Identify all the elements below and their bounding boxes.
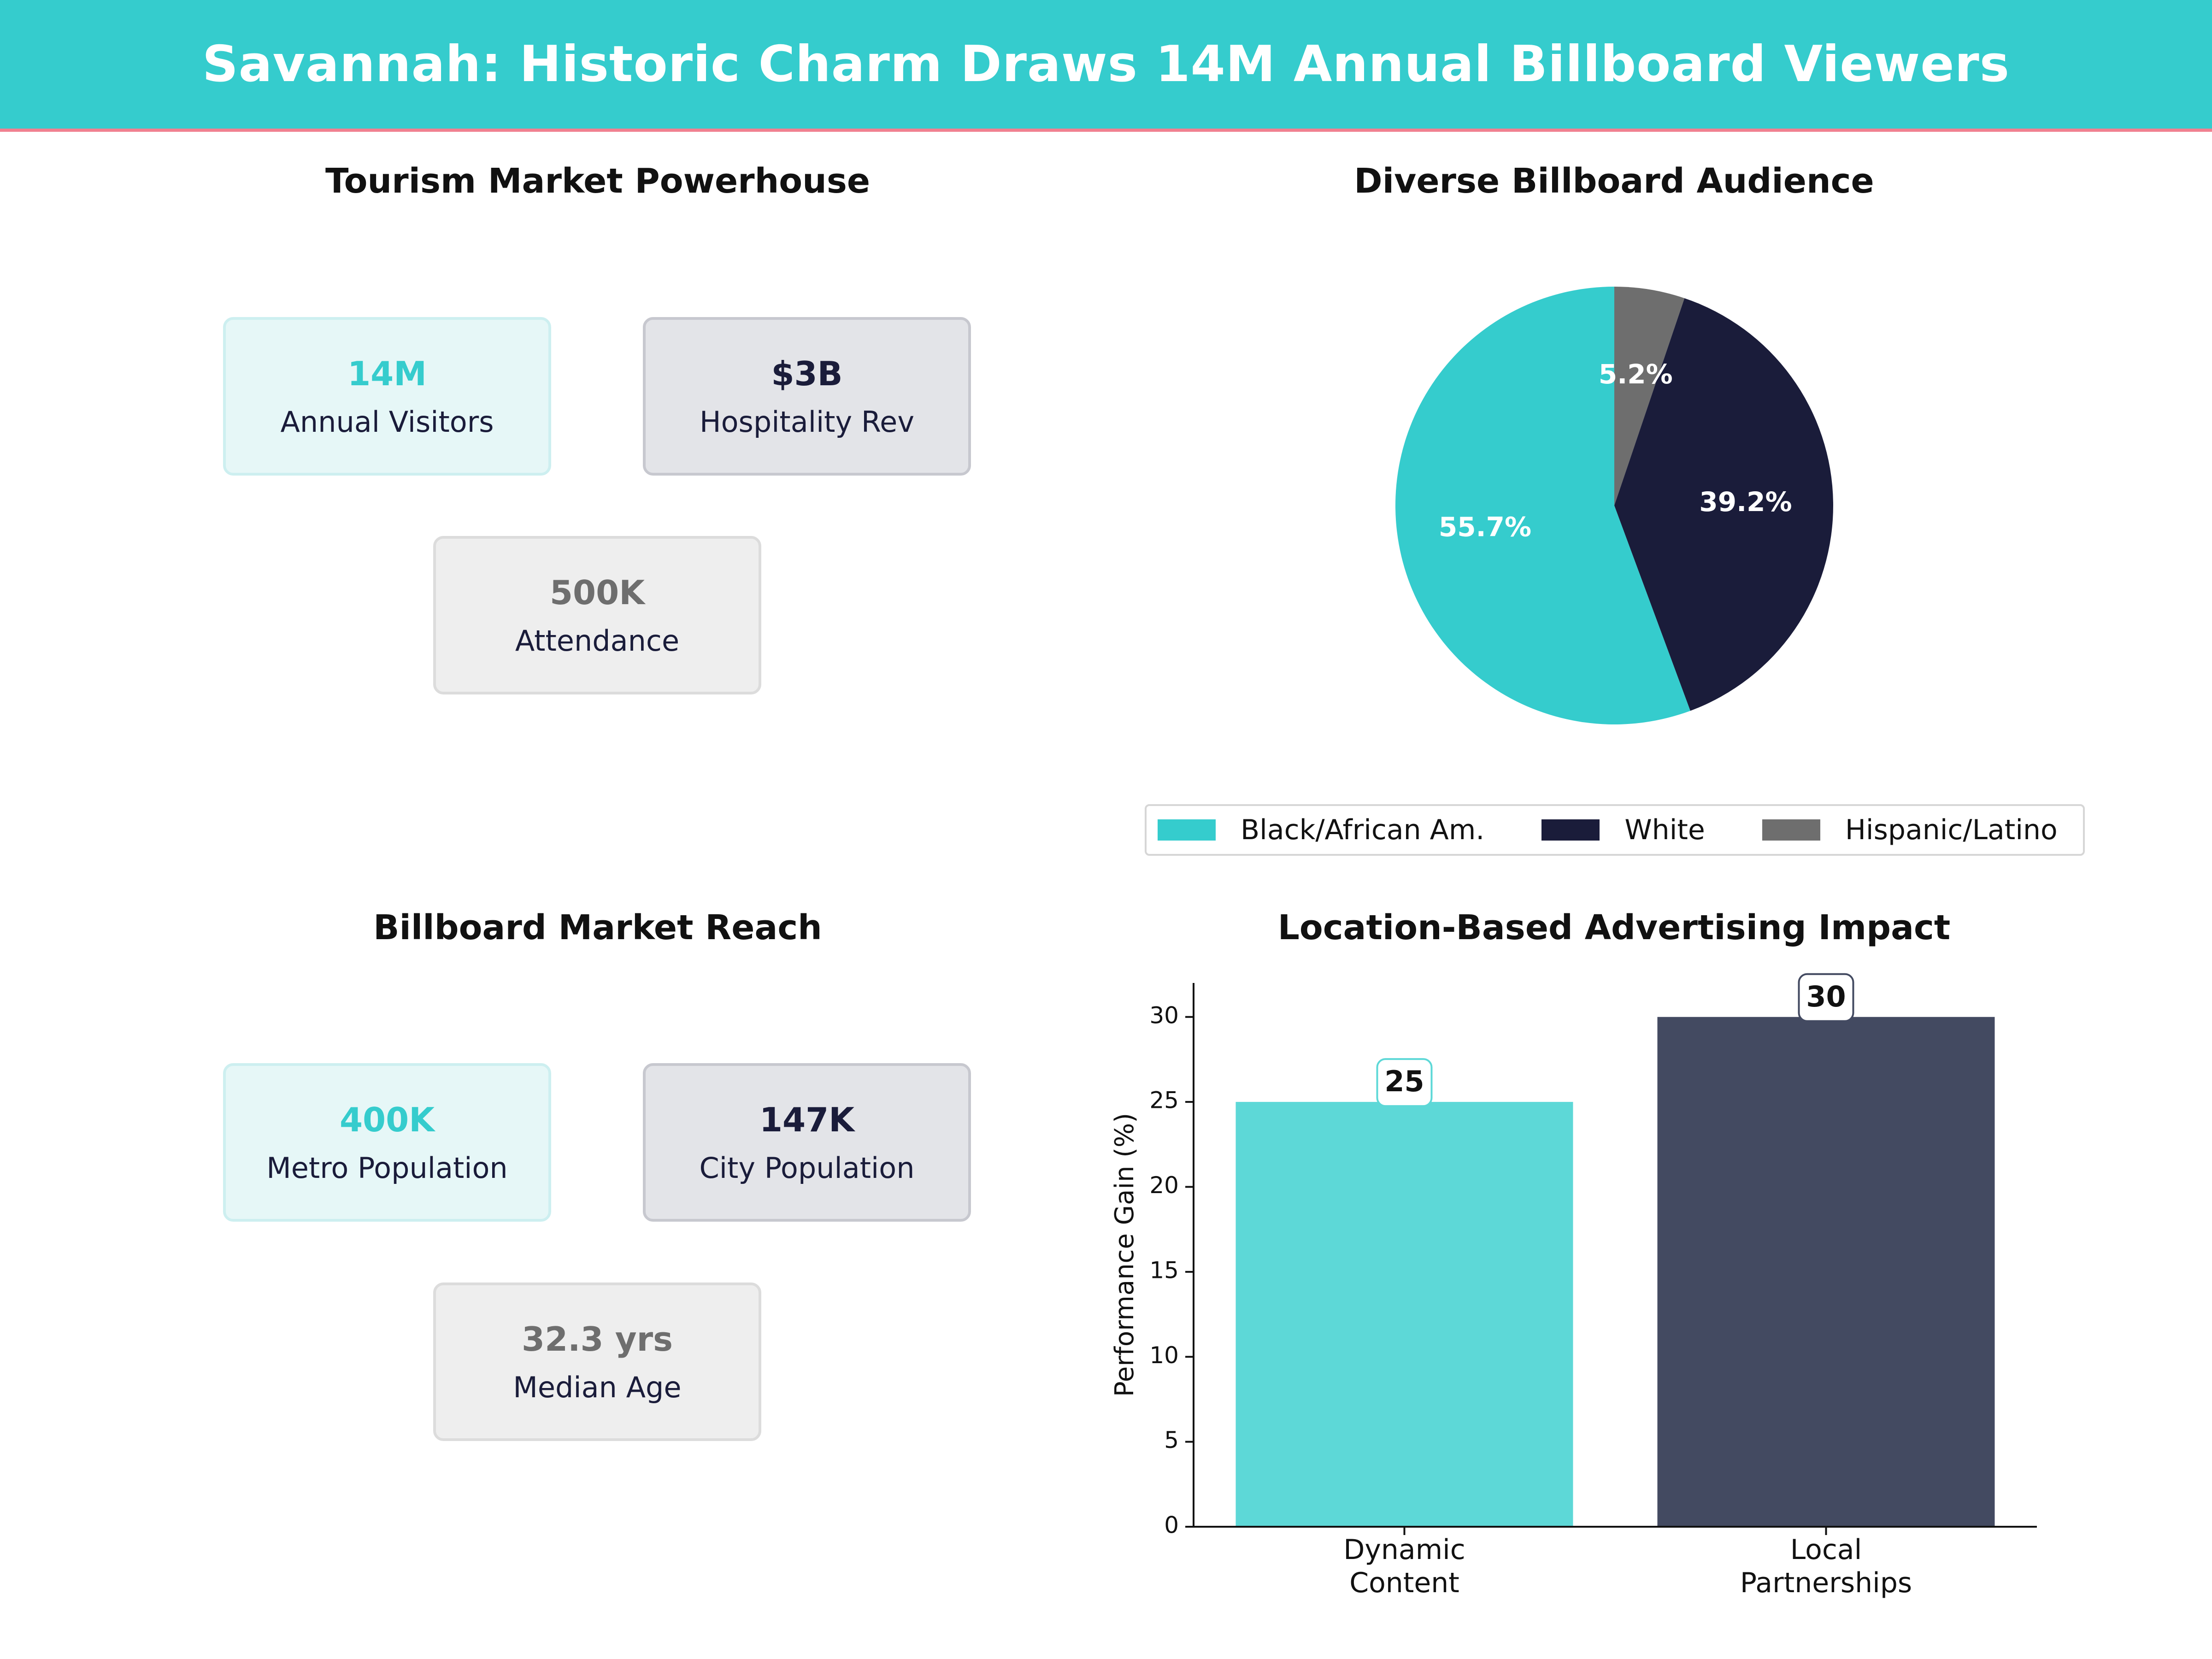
pie-slice	[1395, 287, 1690, 724]
header-accent-line	[0, 129, 2212, 132]
pie-value-label: 39.2%	[1699, 486, 1792, 518]
bar	[1235, 1102, 1573, 1527]
stat-card-hospitality-rev: $3B Hospitality Rev	[643, 317, 971, 476]
stat-label: Hospitality Rev	[699, 405, 915, 439]
stat-label: Metro Population	[266, 1151, 508, 1185]
page-title: Savannah: Historic Charm Draws 14M Annua…	[202, 35, 2010, 93]
stat-card-annual-visitors: 14M Annual Visitors	[223, 317, 551, 476]
bar-value-label: 25	[1384, 1065, 1424, 1098]
stat-label: City Population	[699, 1151, 915, 1185]
y-tick-label: 30	[1149, 1002, 1179, 1029]
legend-label: Hispanic/Latino	[1845, 814, 2058, 846]
pie-legend: Black/African Am. White Hispanic/Latino	[1145, 804, 2085, 856]
stat-value: 400K	[339, 1100, 435, 1139]
pie-value-label: 5.2%	[1599, 359, 1673, 390]
stat-card-metro-population: 400K Metro Population	[223, 1063, 551, 1222]
pie-chart-title: Diverse Billboard Audience	[1354, 161, 1874, 201]
y-tick-label: 0	[1164, 1512, 1179, 1539]
stat-value: 32.3 yrs	[521, 1319, 673, 1359]
stat-card-city-population: 147K City Population	[643, 1063, 971, 1222]
legend-item: White	[1541, 814, 1705, 846]
bar-value-label: 30	[1806, 980, 1846, 1013]
bar	[1657, 1017, 1995, 1527]
tourism-section-title: Tourism Market Powerhouse	[325, 161, 871, 201]
legend-label: Black/African Am.	[1241, 814, 1485, 846]
reach-section-title: Billboard Market Reach	[373, 908, 822, 947]
legend-item: Black/African Am.	[1158, 814, 1484, 846]
bar-value-box	[1376, 1058, 1433, 1107]
stat-value: 14M	[347, 354, 427, 393]
legend-item: Hispanic/Latino	[1762, 814, 2058, 846]
stat-value: 147K	[759, 1100, 855, 1139]
stat-label: Annual Visitors	[280, 405, 494, 439]
y-tick-label: 15	[1149, 1257, 1179, 1283]
bar-value-box	[1798, 973, 1854, 1022]
x-tick-label: Dynamic Content	[1343, 1534, 1465, 1599]
y-tick-label: 25	[1149, 1087, 1179, 1114]
pie-slice	[1614, 287, 1685, 506]
y-tick-label: 20	[1149, 1172, 1179, 1199]
stat-value: $3B	[771, 354, 843, 393]
pie-value-label: 55.7%	[1439, 511, 1531, 542]
bar-chart: 0 5 10 15 20 25 30 25 Dynamic Content 30 Local Partn…	[1110, 973, 2037, 1599]
x-tick-label: Local Partnerships	[1740, 1534, 1912, 1599]
bar-chart-title: Location-Based Advertising Impact	[1277, 908, 1951, 947]
y-tick-label: 10	[1149, 1342, 1179, 1369]
header-banner: Savannah: Historic Charm Draws 14M Annua…	[0, 0, 2212, 129]
stat-value: 500K	[549, 573, 645, 612]
y-tick-label: 5	[1164, 1427, 1179, 1453]
y-axis-label: Performance Gain (%)	[1110, 1113, 1140, 1397]
pie-chart: 5.2% 39.2% 55.7%	[1395, 287, 1833, 724]
legend-swatch	[1158, 819, 1216, 841]
pie-slice	[1614, 298, 1833, 711]
legend-label: White	[1624, 814, 1705, 846]
legend-swatch	[1541, 819, 1600, 841]
stat-label: Attendance	[515, 624, 680, 658]
stat-card-attendance: 500K Attendance	[433, 536, 761, 694]
legend-swatch	[1762, 819, 1820, 841]
stat-card-median-age: 32.3 yrs Median Age	[433, 1282, 761, 1441]
stat-label: Median Age	[513, 1370, 682, 1404]
